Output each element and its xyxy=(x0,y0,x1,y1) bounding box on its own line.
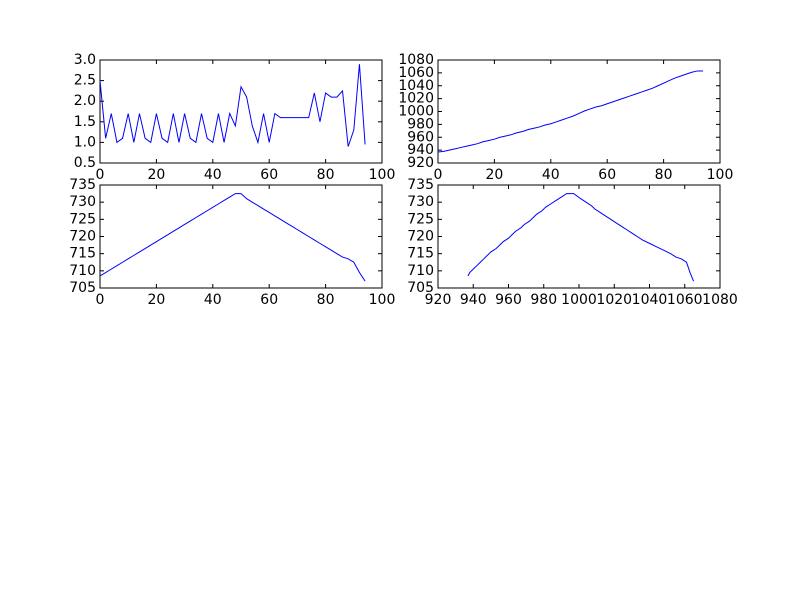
data-line xyxy=(100,193,366,282)
y-tick-label: 0.5 xyxy=(74,155,96,171)
y-tick-label: 710 xyxy=(69,263,96,279)
x-tick-label: 80 xyxy=(655,167,673,183)
x-tick-label: 20 xyxy=(147,167,165,183)
y-tick-label: 715 xyxy=(69,246,96,262)
y-tick-label: 3.0 xyxy=(74,52,96,68)
data-line xyxy=(467,193,695,282)
plot-frame xyxy=(99,184,383,289)
x-tick-label: 20 xyxy=(147,292,165,308)
data-line xyxy=(438,70,704,153)
y-tick-label: 710 xyxy=(407,263,434,279)
x-tick-label: 100 xyxy=(369,167,396,183)
x-tick-label: 1080 xyxy=(702,292,738,308)
x-tick-label: 60 xyxy=(598,167,616,183)
y-tick-label: 920 xyxy=(407,155,434,171)
y-tick-label: 730 xyxy=(69,194,96,210)
x-tick-label: 0 xyxy=(96,292,105,308)
x-tick-label: 920 xyxy=(425,292,452,308)
x-tick-label: 940 xyxy=(460,292,487,308)
y-tick-label: 2.5 xyxy=(74,73,96,89)
x-tick-label: 1040 xyxy=(632,292,668,308)
x-tick-label: 1060 xyxy=(667,292,703,308)
x-tick-label: 960 xyxy=(495,292,522,308)
x-tick-label: 1020 xyxy=(596,292,632,308)
x-tick-label: 80 xyxy=(317,167,335,183)
y-tick-label: 980 xyxy=(407,116,434,132)
x-tick-label: 40 xyxy=(542,167,560,183)
y-tick-label: 1040 xyxy=(398,78,434,94)
x-tick-label: 20 xyxy=(485,167,503,183)
x-tick-label: 0 xyxy=(434,167,443,183)
y-tick-label: 1000 xyxy=(398,104,434,120)
x-tick-label: 100 xyxy=(369,292,396,308)
y-tick-label: 1.0 xyxy=(74,134,96,150)
y-tick-label: 2.0 xyxy=(74,93,96,109)
y-tick-label: 735 xyxy=(407,177,434,193)
y-tick-label: 1060 xyxy=(398,65,434,81)
y-tick-label: 725 xyxy=(69,211,96,227)
x-tick-label: 60 xyxy=(260,292,278,308)
plot-frame xyxy=(437,184,721,289)
x-tick-label: 60 xyxy=(260,167,278,183)
y-tick-label: 720 xyxy=(69,229,96,245)
x-tick-label: 100 xyxy=(707,167,734,183)
x-tick-label: 40 xyxy=(204,167,222,183)
data-line xyxy=(100,64,366,147)
y-tick-label: 705 xyxy=(407,280,434,296)
y-tick-label: 960 xyxy=(407,129,434,145)
y-tick-label: 1.5 xyxy=(74,114,96,130)
x-tick-label: 1000 xyxy=(561,292,597,308)
y-tick-label: 715 xyxy=(407,246,434,262)
plot-frame xyxy=(437,59,721,164)
y-tick-label: 705 xyxy=(69,280,96,296)
x-tick-label: 40 xyxy=(204,292,222,308)
y-tick-label: 725 xyxy=(407,211,434,227)
x-tick-label: 980 xyxy=(530,292,557,308)
y-tick-label: 1020 xyxy=(398,91,434,107)
y-tick-label: 940 xyxy=(407,142,434,158)
x-tick-label: 80 xyxy=(317,292,335,308)
x-tick-label: 0 xyxy=(96,167,105,183)
y-tick-label: 735 xyxy=(69,177,96,193)
y-tick-label: 1080 xyxy=(398,52,434,68)
y-tick-label: 720 xyxy=(407,229,434,245)
plot-frame xyxy=(99,59,383,164)
y-tick-label: 730 xyxy=(407,194,434,210)
